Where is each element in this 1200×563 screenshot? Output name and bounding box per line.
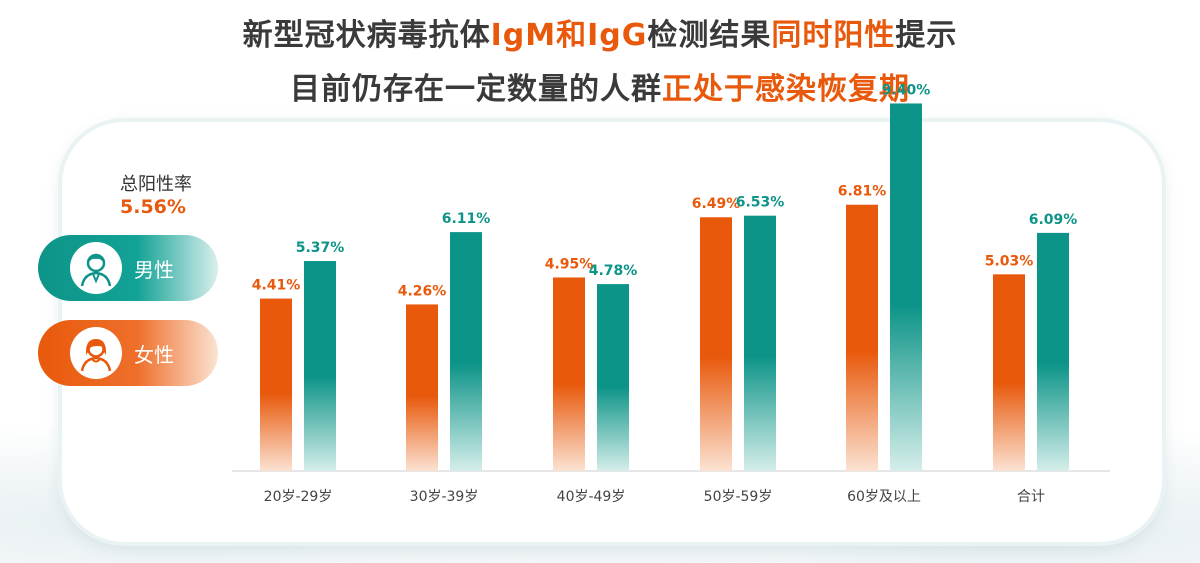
bar-female [700, 217, 732, 471]
headline-text: 新型冠状病毒抗体 [242, 18, 491, 53]
bar-male [304, 261, 336, 471]
data-label-female: 6.81% [838, 184, 887, 200]
data-label-male: 5.37% [296, 240, 345, 256]
headline-line-2: 目前仍存在一定数量的人群正处于感染恢复期 [0, 64, 1200, 108]
bar-male [890, 103, 922, 472]
data-label-female: 4.95% [545, 256, 594, 272]
x-tick-label: 60岁及以上 [847, 489, 921, 505]
total-positive-rate-value: 5.56% [120, 196, 186, 218]
x-tick-label: 合计 [1017, 489, 1045, 505]
bar-female [993, 274, 1025, 471]
headline-highlight: IgM和IgG [490, 18, 648, 53]
data-label-male: 6.11% [442, 211, 491, 227]
headline-text: 提示 [895, 18, 958, 53]
data-label-male: 9.40% [882, 82, 931, 98]
data-label-male: 6.53% [736, 195, 785, 211]
data-label-female: 5.03% [985, 253, 1034, 269]
x-tick-label: 30岁-39岁 [410, 489, 479, 505]
legend-female: 女性 [38, 320, 218, 386]
legend-female-label: 女性 [134, 342, 174, 367]
headline-highlight: 正处于感染恢复期 [662, 72, 910, 107]
bar-female [260, 298, 292, 471]
bar-male [744, 215, 776, 471]
headline-text: 检测结果 [647, 18, 772, 53]
data-label-female: 4.41% [252, 278, 301, 294]
bar-female [406, 304, 438, 471]
data-label-male: 6.09% [1029, 212, 1078, 228]
x-tick-label: 20岁-29岁 [264, 489, 333, 505]
male-avatar-icon [70, 242, 122, 294]
bar-male [450, 232, 482, 471]
bar-male [1037, 232, 1069, 471]
bar-female [553, 277, 585, 471]
data-label-female: 4.26% [398, 283, 447, 299]
bar-female [846, 204, 878, 471]
data-label-male: 4.78% [589, 263, 638, 279]
x-tick-label: 50岁-59岁 [704, 489, 773, 505]
female-avatar-icon [70, 327, 122, 379]
data-label-female: 6.49% [692, 196, 741, 212]
headline-highlight: 同时阳性 [771, 18, 896, 53]
bar-male [597, 284, 629, 471]
legend-male-label: 男性 [134, 257, 174, 282]
headline-text: 目前仍存在一定数量的人群 [290, 72, 662, 107]
total-positive-rate-label: 总阳性率 [120, 174, 192, 195]
legend-male: 男性 [38, 235, 218, 301]
headline-line-1: 新型冠状病毒抗体IgM和IgG检测结果同时阳性提示 [0, 10, 1200, 54]
x-tick-label: 40岁-49岁 [557, 489, 626, 505]
